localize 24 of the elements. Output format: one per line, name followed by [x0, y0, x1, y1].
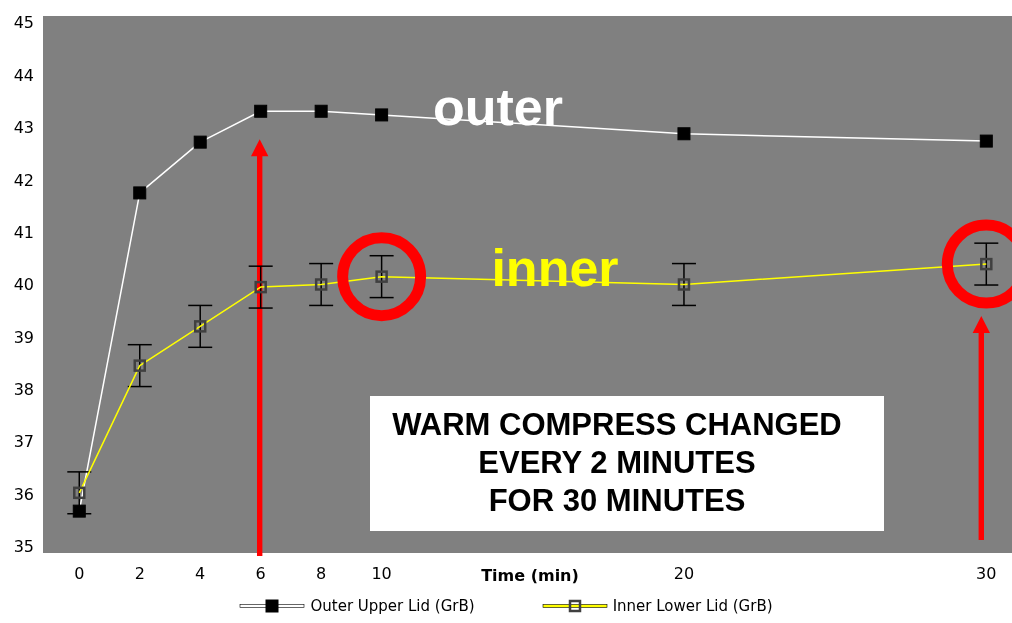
- y-tick-label: 42: [13, 170, 34, 190]
- x-tick-label: 2: [134, 564, 145, 584]
- x-tick-label: 30: [976, 564, 997, 584]
- y-tick-label: 43: [13, 118, 34, 138]
- x-tick-label: 4: [195, 564, 206, 584]
- x-axis-title: Time (min): [481, 565, 579, 585]
- x-tick-label: 20: [673, 564, 695, 584]
- legend-label: Inner Lower Lid (GrB): [612, 597, 773, 615]
- x-tick-label: 6: [255, 564, 266, 584]
- y-tick-label: 45: [13, 13, 34, 33]
- legend-label: Outer Upper Lid (GrB): [310, 597, 475, 615]
- y-tick-label: 35: [13, 536, 34, 556]
- y-tick-label: 41: [13, 222, 34, 242]
- y-tick-label: 40: [13, 275, 34, 295]
- y-tick-label: 36: [13, 484, 34, 504]
- annotation: WARM COMPRESS CHANGED EVERY 2 MINUTES FOR 30 MINUTES: [370, 396, 884, 531]
- x-tick-label: 10: [371, 564, 392, 584]
- y-tick-label: 39: [13, 327, 34, 347]
- annotation: outer: [433, 78, 563, 136]
- y-tick-label: 44: [13, 65, 34, 85]
- y-tick-label: 38: [13, 379, 34, 399]
- y-tick-label: 37: [13, 432, 34, 452]
- x-tick-label: 8: [316, 564, 327, 584]
- x-tick-label: 0: [74, 564, 85, 584]
